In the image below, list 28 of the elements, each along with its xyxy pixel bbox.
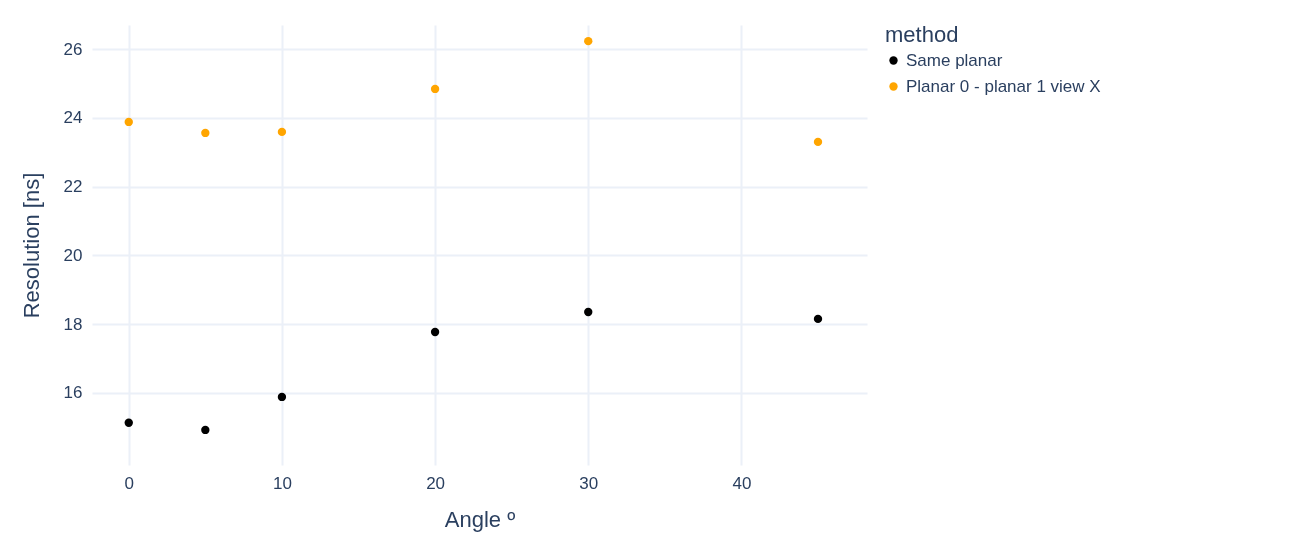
x-axis-title: Angle º [444,506,516,532]
x-tick-label: 0 [124,473,134,493]
point [124,117,133,127]
x-tick-label: 30 [579,473,599,493]
legend-label: Same planar [906,50,1003,70]
point [584,307,593,317]
x-tick-label: 20 [426,473,446,493]
y-tick-label: 24 [63,108,83,128]
point [430,327,440,337]
y-tick-label: 26 [63,39,83,59]
point [813,137,823,147]
legend-label: Planar 0 - planar 1 view X [906,76,1101,96]
point [813,314,823,324]
x-tick-label: 10 [272,473,292,493]
y-tick-label: 16 [63,383,83,403]
y-axis-title: Resolution [ns] [18,172,44,319]
point [277,127,287,137]
point [201,128,210,138]
y-tick-label: 22 [63,177,83,197]
y-tick-label: 20 [63,245,83,265]
point [277,392,287,402]
y-tick-label: 18 [63,314,83,334]
point [430,84,440,94]
point [124,418,133,427]
point [201,425,210,435]
legend-title: method [885,22,959,47]
x-tick-label: 40 [732,473,752,493]
point [584,36,593,46]
